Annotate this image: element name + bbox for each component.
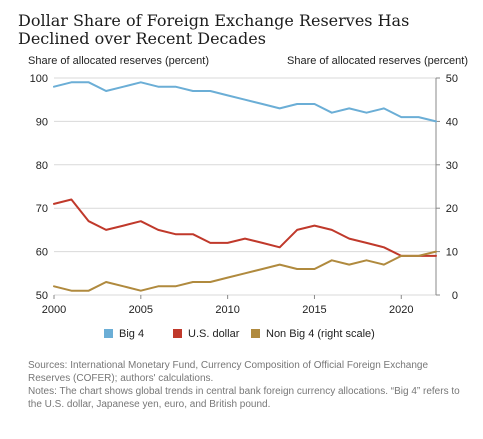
series-line-non-big-4-right-scale bbox=[53, 250, 437, 292]
grid-lines bbox=[54, 77, 436, 296]
y-axis-label-right: Share of allocated reserves (percent) bbox=[287, 55, 468, 67]
notes-text: Notes: The chart shows global trends in … bbox=[28, 386, 460, 410]
x-tick-2015: 2015 bbox=[302, 304, 326, 316]
y-tick-left-100: 100 bbox=[30, 73, 48, 85]
x-tick-2020: 2020 bbox=[389, 304, 413, 316]
x-tick-2000: 2000 bbox=[42, 304, 66, 316]
legend-label-big-4: Big 4 bbox=[119, 328, 144, 340]
y-axis-label-left: Share of allocated reserves (percent) bbox=[28, 55, 209, 67]
y-tick-left-70: 70 bbox=[36, 203, 48, 215]
legend-swatch-u-s-dollar bbox=[173, 329, 182, 338]
y-tick-left-50: 50 bbox=[36, 290, 48, 302]
legend: Big 4 U.S. dollar Non Big 4 (right scale) bbox=[104, 328, 375, 340]
series-line-u-s-dollar bbox=[53, 198, 437, 257]
y-tick-right-20: 20 bbox=[446, 203, 458, 215]
y-tick-left-80: 80 bbox=[36, 160, 48, 172]
x-tick-2005: 2005 bbox=[129, 304, 153, 316]
chart-notes: Sources: International Monetary Fund, Cu… bbox=[28, 359, 473, 411]
sources-text: Sources: International Monetary Fund, Cu… bbox=[28, 360, 429, 384]
y-tick-right-30: 30 bbox=[446, 160, 458, 172]
x-tick-2010: 2010 bbox=[215, 304, 239, 316]
series-line-big-4 bbox=[53, 81, 437, 123]
legend-swatch-big-4 bbox=[104, 329, 113, 338]
legend-swatch-non-big-4-right-scale bbox=[251, 329, 260, 338]
y-tick-right-10: 10 bbox=[446, 247, 458, 259]
y-tick-right-50: 50 bbox=[446, 73, 458, 85]
y-tick-right-0: 0 bbox=[452, 290, 458, 302]
y-tick-right-40: 40 bbox=[446, 116, 458, 128]
legend-label-u-s-dollar: U.S. dollar bbox=[188, 328, 240, 340]
legend-label-non-big-4-right-scale: Non Big 4 (right scale) bbox=[266, 328, 375, 340]
axis-ticks: 50 0 60 10 70 20 80 30 90 40 100 50 2000 2005 2010 2015… bbox=[30, 73, 458, 316]
chart-title: Dollar Share of Foreign Exchange Reserve… bbox=[18, 11, 410, 48]
series-lines bbox=[53, 81, 437, 292]
y-tick-left-60: 60 bbox=[36, 247, 48, 259]
y-tick-left-90: 90 bbox=[36, 116, 48, 128]
line-chart: 50 0 60 10 70 20 80 30 90 40 100 50 2000 2005 2010 2015… bbox=[28, 55, 468, 340]
